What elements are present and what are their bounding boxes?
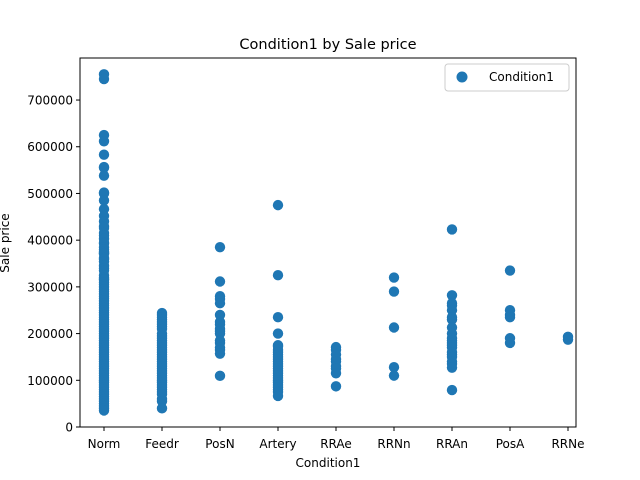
legend-marker-icon: [456, 71, 468, 83]
x-axis: Norm Feedr PosN Artery RRAe RRNn RRAn PosA RRNe: [88, 427, 585, 451]
data-point: [504, 265, 516, 276]
data-point: [98, 136, 110, 147]
data-point: [272, 269, 284, 281]
y-axis: 0 100000 200000 300000 400000 500000 600000 700…: [27, 94, 80, 435]
x-tick-label: Norm: [88, 437, 121, 451]
data-point: [214, 298, 226, 309]
plot-frame: [79, 57, 577, 428]
data-point: [98, 73, 110, 85]
y-tick-label: 700000: [27, 94, 73, 108]
data-point: [98, 195, 110, 206]
legend-box: [444, 63, 570, 92]
data-point: [272, 390, 284, 402]
x-tick-label: RRNn: [377, 437, 410, 451]
y-tick-label: 200000: [27, 327, 73, 341]
data-point: [446, 384, 458, 396]
chart-title: Condition1 by Sale price: [239, 37, 416, 53]
x-tick-label: RRAn: [436, 437, 468, 451]
y-tick-label: 300000: [27, 280, 73, 294]
x-axis-label: Condition1: [296, 456, 361, 470]
data-point: [214, 348, 226, 359]
y-tick-label: 600000: [27, 140, 73, 154]
data-point: [388, 362, 400, 373]
data-point: [98, 170, 110, 181]
data-point: [272, 199, 284, 211]
data-point: [156, 403, 168, 414]
x-tick-label: PosA: [496, 437, 525, 451]
x-tick-label: RRAe: [320, 437, 352, 451]
data-point: [98, 162, 110, 173]
data-point: [98, 149, 110, 160]
x-tick-label: Artery: [259, 437, 296, 451]
y-tick-label: 500000: [27, 187, 73, 201]
data-point: [272, 312, 284, 323]
x-tick-label: PosN: [205, 437, 234, 451]
data-point: [388, 322, 400, 333]
data-points: [98, 69, 574, 416]
y-tick-label: 100000: [27, 374, 73, 388]
data-point: [98, 405, 110, 416]
x-tick-label: Feedr: [145, 437, 179, 451]
y-axis-label: Sale price: [0, 213, 12, 272]
data-point: [446, 314, 458, 325]
data-point: [504, 337, 516, 349]
legend: Condition1: [444, 63, 570, 92]
data-point: [330, 381, 342, 392]
legend-label: Condition1: [489, 70, 554, 84]
data-point: [388, 272, 400, 283]
data-point: [214, 370, 226, 382]
data-point: [446, 362, 458, 373]
y-tick-label: 400000: [27, 234, 73, 248]
data-point: [214, 276, 226, 287]
y-tick-label: 0: [65, 421, 73, 435]
data-point: [388, 286, 400, 297]
data-point: [388, 370, 400, 381]
data-point: [446, 224, 458, 235]
data-point: [214, 241, 226, 253]
data-point: [330, 368, 342, 379]
data-point: [562, 334, 574, 345]
data-point: [504, 312, 516, 323]
x-tick-label: RRNe: [551, 437, 584, 451]
data-point: [446, 290, 458, 301]
data-point: [272, 328, 284, 339]
